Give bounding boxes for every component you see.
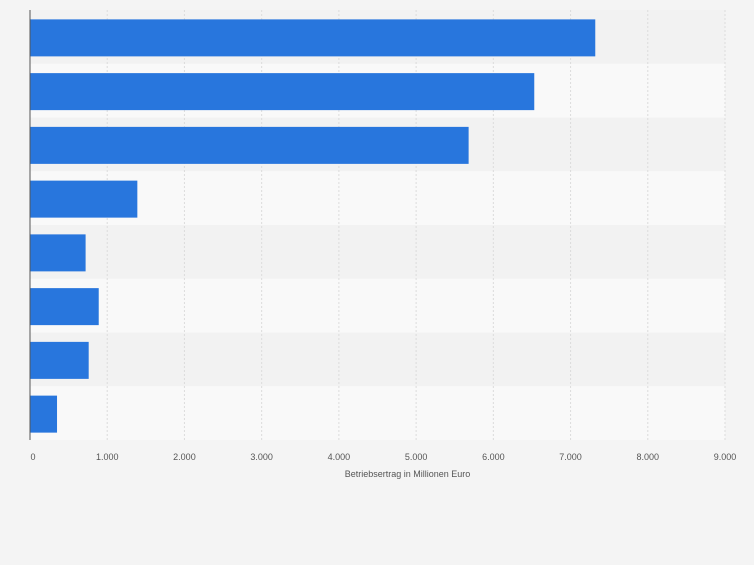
bars (30, 19, 596, 433)
bar[interactable] (30, 341, 89, 379)
row-band (30, 332, 725, 387)
bar[interactable] (30, 288, 99, 326)
bar[interactable] (30, 19, 596, 57)
bar[interactable] (30, 180, 138, 218)
bar[interactable] (30, 126, 469, 164)
x-tick-label: 9.000 (714, 452, 737, 462)
x-tick-label: 2.000 (173, 452, 196, 462)
x-tick-label: 3.000 (250, 452, 273, 462)
x-tick-label: 4.000 (328, 452, 351, 462)
bar[interactable] (30, 395, 58, 433)
row-band (30, 278, 725, 333)
x-tick-label: 5.000 (405, 452, 428, 462)
row-bands (30, 10, 725, 440)
x-axis-label: Betriebsertrag in Millionen Euro (345, 469, 471, 479)
row-band (30, 171, 725, 225)
x-tick-label: 7.000 (559, 452, 582, 462)
bar[interactable] (30, 234, 86, 272)
x-tick-label: 6.000 (482, 452, 505, 462)
x-tick-labels: 0 1.000 2.000 3.000 4.000 5.000 6.000 7.000 8.00… (30, 452, 736, 462)
x-tick-label: 1.000 (96, 452, 119, 462)
row-band (30, 386, 725, 440)
row-band (30, 225, 725, 279)
x-tick-label: 8.000 (637, 452, 660, 462)
bar[interactable] (30, 73, 535, 111)
x-tick-label: 0 (30, 452, 35, 462)
